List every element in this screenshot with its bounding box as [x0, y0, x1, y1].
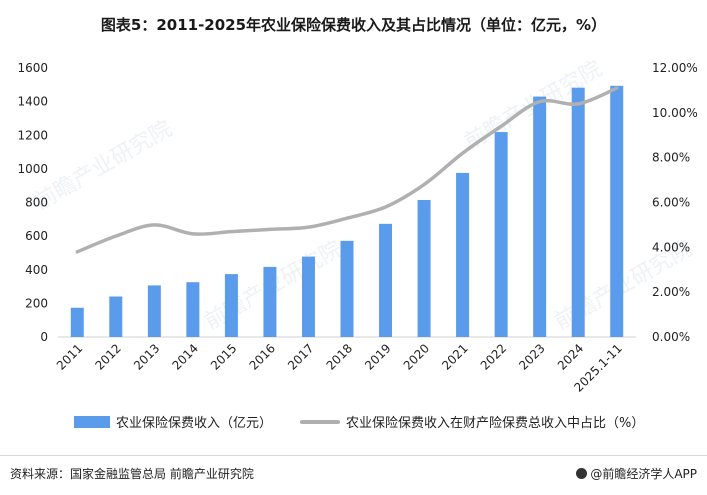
bar: [610, 85, 624, 337]
bar: [301, 256, 315, 337]
brand-text: @前瞻经济学人APP: [590, 467, 697, 481]
legend-item-line: 农业保险保费收入在财产险保费总收入中占比（%）: [300, 412, 644, 431]
bar: [417, 199, 431, 337]
y-left-tick-label: 200: [25, 296, 48, 310]
y-left-tick-label: 600: [25, 229, 48, 243]
y-right-tick-label: 2.00%: [652, 285, 690, 299]
x-tick-label: 2022: [478, 341, 509, 372]
x-tick-label: 2021: [439, 341, 470, 372]
bar: [224, 274, 238, 337]
x-tick-label: 2020: [401, 341, 432, 372]
y-right-tick-label: 0.00%: [652, 330, 690, 344]
legend-swatch-bar: [74, 415, 110, 428]
y-left-tick-label: 400: [25, 263, 48, 277]
y-right-tick-label: 12.00%: [652, 61, 698, 75]
x-tick-label: 2012: [92, 341, 123, 372]
brand-credit: @前瞻经济学人APP: [576, 465, 697, 482]
legend-label-line: 农业保险保费收入在财产险保费总收入中占比（%）: [346, 416, 645, 431]
x-tick-label: 2017: [285, 341, 316, 372]
y-left-tick-label: 1200: [17, 128, 48, 142]
chart-title: 图表5：2011-2025年农业保险保费收入及其占比情况（单位：亿元，%）: [100, 16, 607, 34]
source-note: 资料来源：国家金融监管总局 前瞻产业研究院: [10, 467, 254, 481]
x-tick-label: 2018: [324, 341, 355, 372]
bar: [186, 282, 200, 337]
x-tick-label: 2016: [247, 341, 278, 372]
y-left-tick-label: 0: [40, 330, 48, 344]
y-left-tick-label: 1600: [17, 61, 48, 75]
bar: [494, 132, 508, 337]
y-right-tick-label: 10.00%: [652, 106, 698, 120]
bar: [456, 172, 470, 337]
y-right-tick-label: 6.00%: [652, 196, 690, 210]
bar: [147, 285, 161, 337]
x-tick-label: 2013: [131, 341, 162, 372]
bar: [340, 240, 354, 337]
bar: [379, 223, 393, 337]
x-tick-label: 2015: [208, 341, 239, 372]
bar: [109, 296, 123, 337]
y-left-tick-label: 1400: [17, 95, 48, 109]
x-tick-label: 2023: [516, 341, 547, 372]
line-series: [75, 86, 619, 254]
watermark-text: 前瞻产业研究院: [31, 117, 177, 216]
y-right-tick-label: 4.00%: [652, 240, 690, 254]
x-tick-label: 2014: [169, 341, 200, 372]
bar: [571, 87, 585, 337]
bar: [70, 307, 84, 337]
y-left-tick-label: 800: [25, 196, 48, 210]
footer-divider: [0, 455, 707, 456]
bar: [263, 266, 277, 337]
x-tick-label: 2011: [54, 341, 85, 372]
bar: [533, 96, 547, 337]
legend-item-bar: 农业保险保费收入（亿元）: [74, 412, 272, 431]
x-tick-label: 2024: [555, 341, 586, 372]
x-tick-label: 2019: [362, 341, 393, 372]
y-left-tick-label: 1000: [17, 162, 48, 176]
legend-label-bar: 农业保险保费收入（亿元）: [116, 416, 273, 431]
y-right-tick-label: 8.00%: [652, 151, 690, 165]
brand-logo-icon: [576, 468, 588, 479]
legend-swatch-line: [300, 419, 340, 424]
